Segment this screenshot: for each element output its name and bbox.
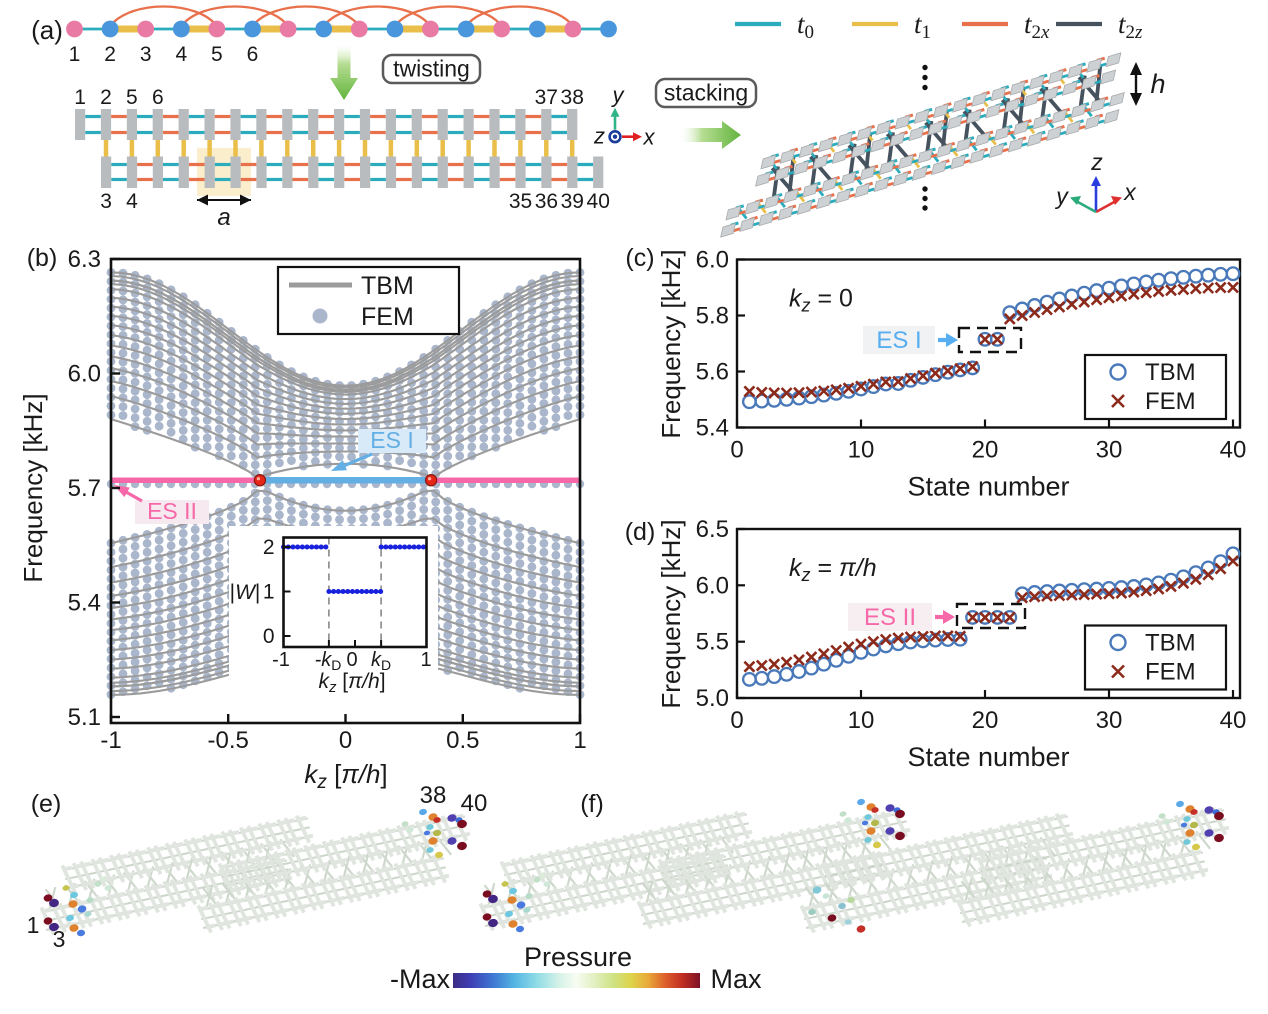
svg-text:kz = 0: kz = 0	[789, 285, 853, 316]
svg-text:6.3: 6.3	[68, 246, 101, 273]
svg-text:-1: -1	[272, 649, 290, 671]
svg-text:(a): (a)	[31, 15, 63, 45]
svg-text:(f): (f)	[580, 790, 604, 818]
svg-text:3: 3	[53, 926, 66, 952]
svg-text:t2x: t2x	[1024, 9, 1050, 43]
svg-text:5: 5	[126, 86, 138, 109]
svg-text:5.1: 5.1	[68, 704, 101, 731]
svg-text:h: h	[1150, 69, 1165, 99]
svg-text:FEM: FEM	[361, 303, 414, 331]
svg-text:5.5: 5.5	[696, 629, 729, 656]
svg-text:1: 1	[74, 86, 86, 109]
svg-text:40: 40	[1220, 707, 1247, 734]
svg-text:40: 40	[1220, 437, 1247, 464]
svg-text:x: x	[1123, 179, 1137, 205]
svg-text:-Max: -Max	[390, 964, 450, 994]
svg-text:10: 10	[848, 437, 875, 464]
svg-text:(e): (e)	[31, 790, 62, 818]
svg-text:4: 4	[175, 43, 187, 66]
svg-text:(d): (d)	[625, 518, 656, 546]
svg-text:5.7: 5.7	[68, 475, 101, 502]
svg-text:Max: Max	[710, 964, 762, 994]
svg-text:FEM: FEM	[1145, 659, 1196, 686]
svg-text:6: 6	[152, 86, 164, 109]
svg-text:ES I: ES I	[876, 327, 921, 354]
svg-text:10: 10	[848, 707, 875, 734]
svg-text:Frequency [kHz]: Frequency [kHz]	[656, 519, 686, 708]
svg-text:kz = π/h: kz = π/h	[789, 554, 877, 585]
svg-text:(b): (b)	[27, 244, 58, 272]
svg-text:3: 3	[140, 43, 152, 66]
svg-text:5.0: 5.0	[696, 685, 729, 712]
svg-text:5.8: 5.8	[696, 303, 729, 330]
svg-text:0.5: 0.5	[446, 727, 479, 754]
svg-text:0: 0	[263, 625, 275, 648]
svg-text:twisting: twisting	[393, 56, 470, 82]
svg-text:6.0: 6.0	[696, 247, 729, 274]
svg-text:1: 1	[573, 727, 586, 754]
svg-text:0: 0	[730, 707, 743, 734]
svg-text:3: 3	[100, 190, 112, 213]
svg-text:y: y	[1054, 183, 1069, 209]
svg-text:FEM: FEM	[1145, 388, 1196, 415]
svg-text:ES II: ES II	[864, 604, 916, 631]
svg-text:Pressure: Pressure	[524, 942, 632, 972]
svg-text:a: a	[217, 204, 230, 231]
svg-text:20: 20	[972, 437, 999, 464]
svg-text:5.4: 5.4	[68, 590, 101, 617]
svg-text:6.0: 6.0	[696, 572, 729, 599]
svg-text:1: 1	[27, 912, 40, 938]
svg-text:37: 37	[535, 86, 558, 109]
svg-text:30: 30	[1096, 437, 1123, 464]
svg-text:5: 5	[211, 43, 223, 66]
svg-text:State number: State number	[907, 472, 1069, 502]
svg-text:stacking: stacking	[664, 80, 748, 106]
svg-text:40: 40	[587, 190, 610, 213]
svg-text:x: x	[643, 125, 656, 150]
svg-text:-0.5: -0.5	[208, 727, 249, 754]
svg-text:z: z	[1090, 149, 1103, 175]
svg-text:6: 6	[247, 43, 259, 66]
svg-text:38: 38	[420, 782, 447, 809]
svg-text:1: 1	[263, 581, 275, 604]
svg-text:1: 1	[69, 43, 81, 66]
svg-text:TBM: TBM	[361, 272, 414, 300]
svg-text:40: 40	[461, 790, 488, 817]
svg-text:6.5: 6.5	[696, 516, 729, 543]
svg-text:State number: State number	[907, 742, 1069, 772]
svg-text:5.4: 5.4	[696, 415, 729, 442]
svg-text:z: z	[593, 124, 605, 149]
svg-text:35: 35	[509, 190, 532, 213]
svg-text:0: 0	[339, 727, 352, 754]
svg-text:4: 4	[126, 190, 138, 213]
svg-text:kz [π/h]: kz [π/h]	[318, 670, 385, 696]
svg-text:TBM: TBM	[1145, 359, 1196, 386]
svg-text:39: 39	[561, 190, 584, 213]
svg-text:0: 0	[346, 649, 357, 671]
svg-text:-1: -1	[100, 727, 121, 754]
svg-text:38: 38	[561, 86, 584, 109]
svg-text:1: 1	[420, 649, 431, 671]
svg-text:2: 2	[104, 43, 116, 66]
svg-text:y: y	[611, 83, 626, 108]
svg-text:ES II: ES II	[147, 498, 197, 524]
svg-text:kz [π/h]: kz [π/h]	[304, 759, 387, 793]
svg-text:5.6: 5.6	[696, 359, 729, 386]
svg-text:Frequency [kHz]: Frequency [kHz]	[18, 393, 48, 582]
svg-text:ES I: ES I	[370, 427, 413, 453]
svg-text:TBM: TBM	[1145, 630, 1196, 657]
svg-text:Frequency [kHz]: Frequency [kHz]	[656, 249, 686, 438]
svg-text:2: 2	[100, 86, 112, 109]
svg-text:(c): (c)	[625, 244, 654, 272]
svg-text:|W|: |W|	[230, 581, 261, 604]
svg-text:20: 20	[972, 707, 999, 734]
svg-text:6.0: 6.0	[68, 361, 101, 388]
svg-text:30: 30	[1096, 707, 1123, 734]
svg-text:2: 2	[263, 536, 275, 559]
svg-text:36: 36	[535, 190, 558, 213]
svg-text:0: 0	[730, 437, 743, 464]
